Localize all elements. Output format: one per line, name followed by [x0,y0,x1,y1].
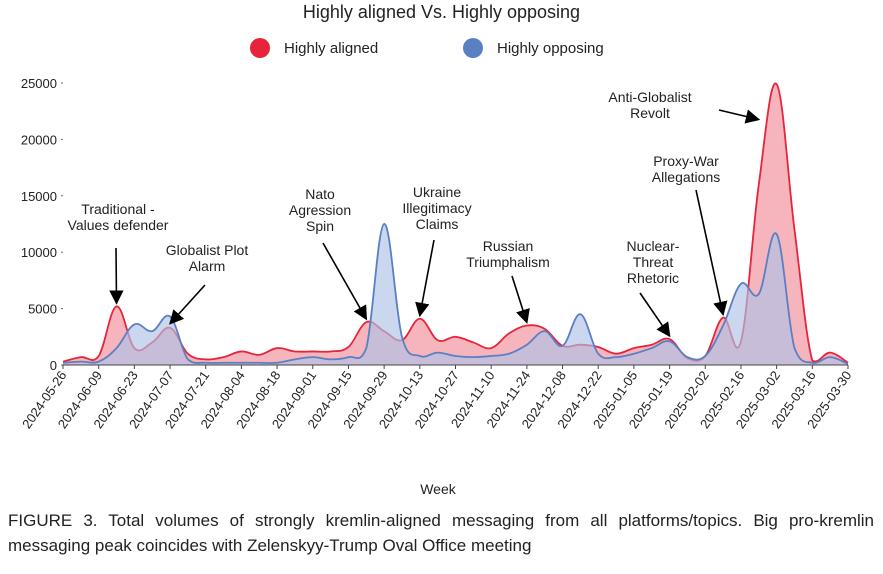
annotation-text: Anti-Globalist [608,89,691,105]
legend-label-highly-opposing: Highly opposing [497,39,604,57]
annotation-text: Globalist Plot [166,242,249,258]
series-line-highly-opposing [62,223,849,365]
annotation-arrow [718,109,761,124]
figure-caption: FIGURE 3. Total volumes of strongly krem… [8,511,874,555]
y-tick-label: 0 [50,358,57,373]
annotation-arrow [322,242,368,321]
annotation-arrow [511,275,530,324]
legend: Highly aligned Highly opposing [0,38,883,62]
annotation-text: Revolt [630,105,670,121]
annotation-text: Threat [633,254,674,270]
y-tick-label: 15000 [21,189,57,204]
annotation-text: Agression [289,202,351,218]
legend-swatch-highly-opposing [463,38,483,58]
annotation-text: Nato [305,186,335,202]
annotation-text: Traditional - [81,201,155,217]
annotation-text: Russian [483,238,534,254]
annotation-arrow [639,292,671,338]
annotation-arrow [109,247,124,305]
annotation-text: Allegations [652,169,721,185]
annotation-text: Illegitimacy [402,200,471,216]
annotation-text: Spin [306,218,334,234]
annotation-text: Rhetoric [627,270,679,286]
annotation-arrow [169,284,206,325]
annotation-arrow [695,189,728,317]
annotation-text: Nuclear- [627,238,680,254]
y-tick-label: 25000 [21,76,57,91]
annotation-text: Values defender [68,217,169,233]
x-axis-title: Week [420,481,457,497]
annotation-text: Claims [416,216,459,232]
legend-swatch-highly-aligned [250,38,270,58]
annotation-arrow [415,239,435,318]
annotation-text: Alarm [189,258,226,274]
y-tick-label: 10000 [21,245,57,260]
series-layer [62,82,849,366]
annotation-text: Proxy-War [653,153,719,169]
annotation-text: Ukraine [413,184,461,200]
x-axis: 2024-05-262024-06-092024-06-232024-07-07… [19,364,854,431]
y-tick-label: 20000 [21,132,57,147]
annotation: Traditional -Values defender [68,201,169,305]
legend-item-highly-aligned: Highly aligned [250,38,378,58]
y-tick-label: 5000 [28,302,57,317]
series-area-highly-opposing [63,223,848,365]
area-chart: 0 5000 10000 15000 20000 25000 2024-05-262024… [19,76,854,497]
chart-title: Highly aligned Vs. Highly opposing [302,2,581,22]
legend-label-highly-aligned: Highly aligned [284,39,379,57]
legend-item-highly-opposing: Highly opposing [463,38,604,58]
y-axis: 0 5000 10000 15000 20000 25000 [21,76,63,373]
annotation-text: Triumphalism [466,254,550,270]
